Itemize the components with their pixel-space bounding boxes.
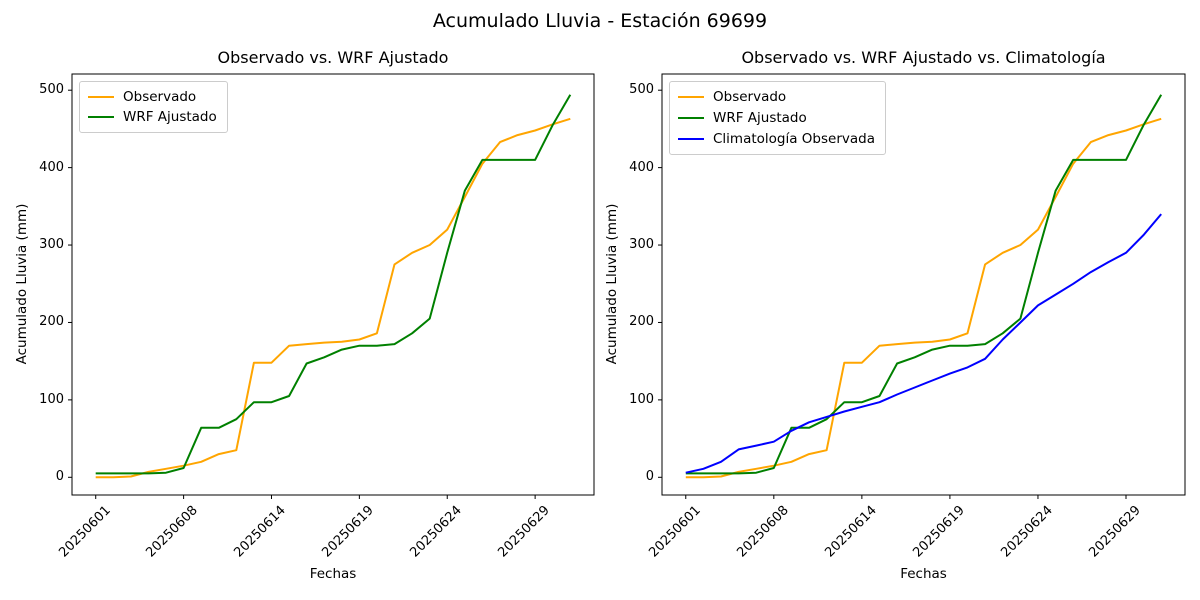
legend-entry-observado: Observado [678,87,875,108]
wrf-line-swatch [88,116,114,118]
series-line-climatolog-a-observada [685,213,1162,474]
y-tick-label: 200 [629,314,654,330]
left-subplot-title: Observado vs. WRF Ajustado [217,48,449,67]
y-tick-label: 400 [629,159,654,175]
legend-label: Observado [123,89,197,105]
observado-line-swatch [88,96,114,98]
y-tick-label: 100 [629,391,654,407]
climatologia-line-swatch [678,137,704,140]
right-legend: Observado WRF Ajustado Climatología Obse… [669,81,886,155]
series-line-observado [685,117,1162,479]
y-tick-label: 400 [39,159,64,175]
axes-frame [661,73,1186,496]
y-tick-label: 0 [55,469,64,485]
y-tick-label: 300 [629,237,654,253]
legend-entry-wrf-ajustado: WRF Ajustado [88,107,217,127]
series-line-wrf-ajustado [685,94,1163,475]
y-tick-label: 100 [39,391,64,407]
legend-label: Climatología Observada [713,130,875,147]
right-y-axis-label: Acumulado Lluvia (mm) [604,203,620,365]
right-x-axis-label: Fechas [900,566,947,582]
y-tick-label: 0 [645,469,654,485]
left-legend: Observado WRF Ajustado [79,81,228,133]
y-tick-label: 500 [629,82,654,98]
legend-label: WRF Ajustado [713,110,807,126]
right-subplot-title: Observado vs. WRF Ajustado vs. Climatolo… [741,48,1106,67]
legend-entry-climatologia: Climatología Observada [678,128,875,149]
y-tick-label: 500 [39,82,64,98]
y-tick-label: 200 [39,314,64,330]
observado-line-swatch [678,96,704,99]
legend-entry-wrf-ajustado: WRF Ajustado [678,108,875,129]
wrf-line-swatch [678,117,704,119]
legend-label: WRF Ajustado [123,109,217,125]
left-x-axis-label: Fechas [309,566,357,582]
axes-frame [71,73,595,496]
series-line-wrf-ajustado [95,94,572,475]
left-y-axis-label: Acumulado Lluvia (mm) [14,203,30,365]
series-line-observado [95,117,571,479]
legend-entry-observado: Observado [88,87,217,107]
y-tick-label: 300 [39,237,64,253]
legend-label: Observado [713,89,787,106]
figure-title: Acumulado Lluvia - Estación 69699 [432,10,768,32]
